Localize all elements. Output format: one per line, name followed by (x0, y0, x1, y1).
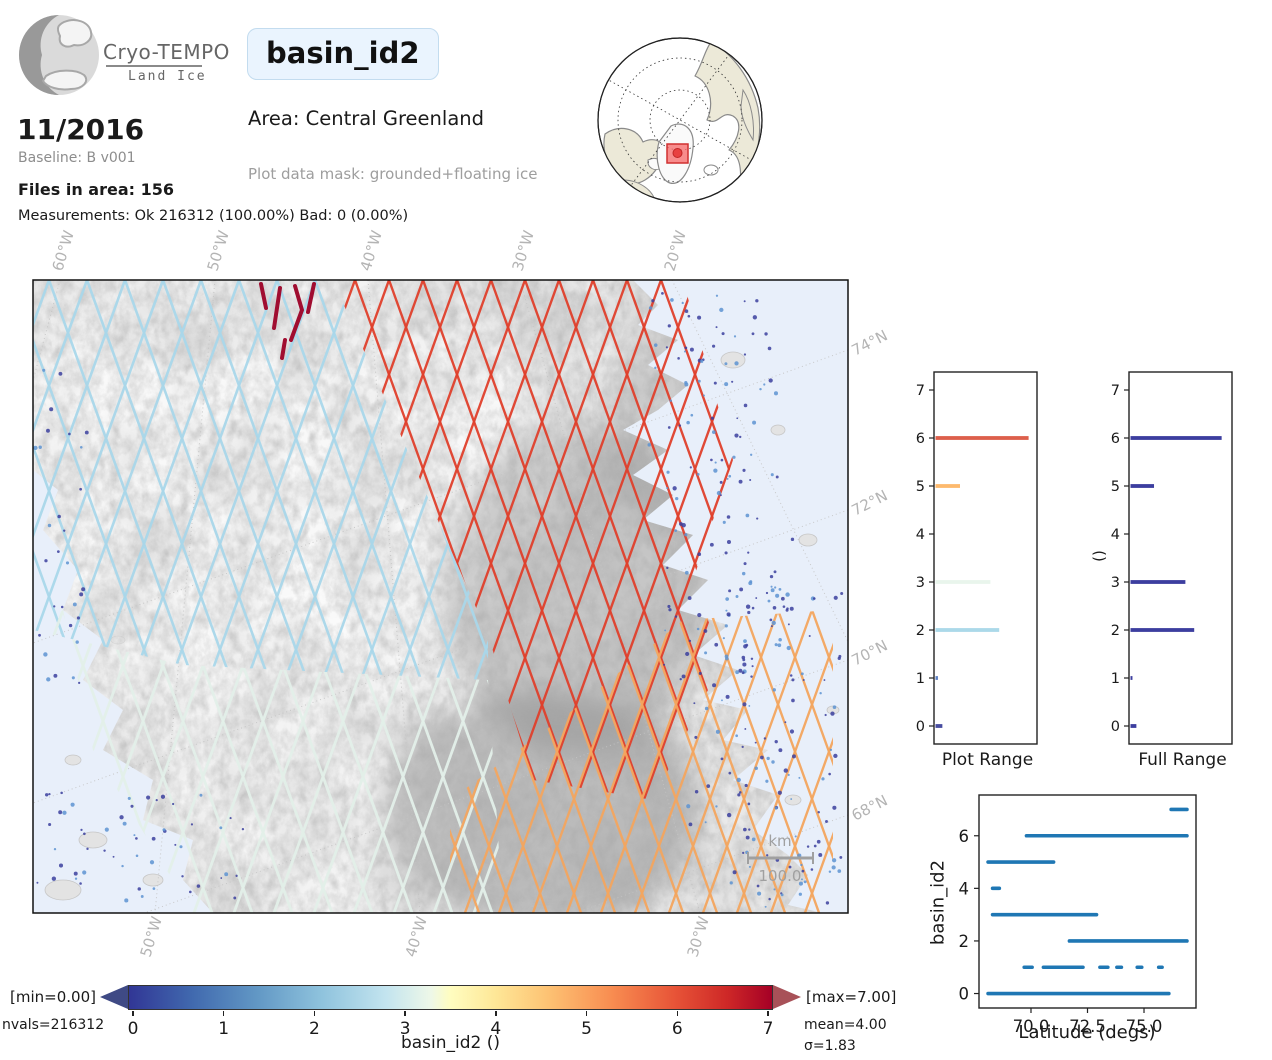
coastal-data-points (33, 291, 844, 908)
logo-title: Cryo-TEMPO (103, 40, 230, 64)
svg-text:70°N: 70°N (849, 636, 891, 669)
colorbar-tick-label: 1 (218, 1019, 230, 1039)
latitude-scatter-chart: 70.0 72.5 75.0 0 2 4 6 (959, 794, 1197, 1036)
colorbar-tick-mark (313, 1011, 316, 1016)
svg-text:4: 4 (916, 527, 925, 543)
svg-text:4: 4 (1111, 527, 1120, 543)
report-date: 11/2016 (17, 113, 145, 146)
logo-rule (106, 65, 202, 67)
colorbar-tick-label: 3 (399, 1019, 411, 1039)
colorbar: 0 1 2 3 4 5 6 7 (100, 985, 810, 1055)
svg-text:74°N: 74°N (849, 326, 891, 359)
svg-text:75.0: 75.0 (1126, 1017, 1163, 1036)
full-range-chart: 0 1 2 3 4 5 6 7 (1111, 371, 1233, 745)
scatter-xlabel: Latitude (degs) (1018, 1022, 1156, 1043)
colorbar-max-label: [max=7.00] (806, 988, 897, 1006)
colorbar-tick-label: 2 (309, 1019, 320, 1039)
tracks-basin7_crimson (259, 282, 316, 360)
arctic-inset-map (597, 37, 763, 203)
colorbar-tick-label: 7 (762, 1019, 774, 1039)
colorbar-tick-label: 6 (671, 1019, 683, 1039)
svg-text:70.0: 70.0 (1013, 1017, 1050, 1036)
svg-text:2: 2 (959, 932, 970, 951)
colorbar-tick-label: 0 (127, 1019, 139, 1039)
cryo-tempo-logo (19, 15, 99, 95)
full-range-title: Full Range (1138, 750, 1227, 770)
svg-text:0: 0 (959, 985, 970, 1004)
svg-text:5: 5 (1111, 479, 1120, 495)
svg-text:30°W: 30°W (684, 914, 713, 959)
svg-text:6: 6 (916, 431, 925, 447)
colorbar-tick-mark (132, 1011, 134, 1016)
map-scalebar (747, 852, 814, 864)
colorbar-tick-mark (495, 1011, 497, 1016)
colorbar-tick-mark (676, 1011, 679, 1016)
svg-text:3: 3 (1111, 575, 1120, 591)
svg-text:60°W: 60°W (49, 228, 78, 273)
plot-range-chart: 0 1 2 3 4 5 6 7 (916, 371, 1038, 745)
files-in-area: Files in area: 156 (18, 180, 174, 199)
svg-text:6: 6 (1111, 431, 1120, 447)
colorbar-tick-label: 5 (581, 1019, 592, 1039)
variable-badge: basin_id2 (247, 28, 439, 80)
plot-range-title: Plot Range (941, 750, 1034, 770)
svg-text:4: 4 (959, 879, 970, 898)
colorbar-tick-mark (767, 1011, 769, 1016)
svg-text:40°W: 40°W (357, 228, 386, 273)
svg-text:72°N: 72°N (849, 486, 891, 519)
svg-text:2: 2 (916, 623, 925, 639)
svg-text:30°W: 30°W (509, 228, 538, 273)
baseline-label: Baseline: B v001 (18, 150, 136, 166)
colorbar-min-label: [min=0.00] (10, 988, 96, 1006)
colorbar-axis-label: basin_id2 () (400, 1033, 501, 1053)
colorbar-mean: mean=4.00 (804, 1017, 887, 1033)
svg-text:68°N: 68°N (849, 791, 891, 824)
measurements-line: Measurements: Ok 216312 (100.00%) Bad: 0… (18, 208, 409, 224)
colorbar-over-arrow (773, 985, 801, 1009)
colorbar-gradient (128, 985, 773, 1010)
colorbar-tick-mark (222, 1011, 225, 1016)
svg-text:3: 3 (916, 575, 925, 591)
scalebar-value: 100.0 (759, 867, 802, 885)
svg-text:1: 1 (1111, 671, 1120, 687)
svg-text:7: 7 (916, 383, 925, 399)
colorbar-tick-mark (585, 1011, 588, 1016)
colorbar-tick-label: 4 (490, 1019, 502, 1039)
svg-text:1: 1 (916, 671, 925, 687)
svg-text:2: 2 (1111, 623, 1120, 639)
area-label: Area: Central Greenland (248, 107, 484, 130)
colorbar-under-arrow (100, 985, 128, 1009)
colorbar-sigma: σ=1.83 (804, 1038, 856, 1054)
svg-text:50°W: 50°W (204, 228, 233, 273)
svg-text:0: 0 (1111, 719, 1120, 735)
svg-text:50°W: 50°W (137, 914, 166, 959)
svg-text:40°W: 40°W (402, 914, 431, 959)
svg-text:20°W: 20°W (661, 228, 690, 273)
colorbar-nvals: nvals=216312 (2, 1017, 105, 1033)
colorbar-tick-mark (404, 1011, 406, 1016)
svg-text:6: 6 (959, 827, 970, 846)
plot-mask-label: Plot data mask: grounded+floating ice (248, 165, 538, 183)
full-range-ylabel: () (1090, 550, 1108, 562)
greenland-map: km 100.0 60°W 50°W 40°W 30°W 20°W 50°W 4… (32, 228, 891, 959)
logo-subtitle: Land Ice (128, 69, 207, 84)
svg-text:72.5: 72.5 (1069, 1017, 1106, 1036)
scatter-ylabel: basin_id2 (927, 859, 949, 946)
svg-text:7: 7 (1111, 383, 1120, 399)
svg-text:0: 0 (916, 719, 925, 735)
svg-text:5: 5 (916, 479, 925, 495)
scalebar-unit: km (768, 832, 791, 850)
